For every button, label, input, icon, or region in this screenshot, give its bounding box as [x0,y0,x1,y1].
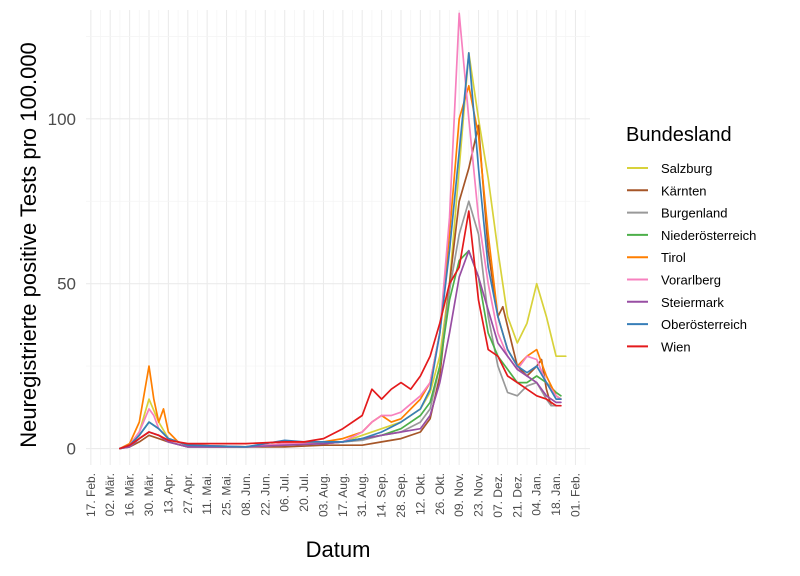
series-line-burgenland [119,200,557,450]
x-tick-label: 07. Dez. [491,473,505,518]
x-tick-label: 17. Aug. [336,473,350,517]
x-axis-title: Datum [306,537,371,562]
legend-label: Oberösterreich [661,317,747,332]
legend-label: Salzburg [661,161,712,176]
x-tick-label: 25. Mai. [220,473,234,516]
series-line-nieder-sterreich [119,249,562,450]
x-tick-label: 28. Sep. [394,473,408,518]
x-tick-label: 18. Jan. [549,473,563,516]
y-axis-ticks: 0 50 100 [48,110,76,459]
x-tick-label: 23. Nov. [472,473,486,517]
x-tick-label: 08. Jun. [239,473,253,516]
x-tick-label: 02. Mär. [103,473,117,516]
x-tick-label: 12. Okt. [413,473,427,515]
x-tick-label: 22. Jun. [258,473,272,516]
x-tick-label: 11. Mai. [200,473,214,515]
x-tick-label: 01. Feb. [568,473,582,517]
x-axis-ticks: 17. Feb. 02. Mär. 16. Mär. 30. Mär. 13. Apr.… [84,473,583,518]
x-tick-label: 17. Feb. [84,473,98,517]
x-tick-label: 26. Okt. [433,473,447,515]
legend-label: Kärnten [661,183,707,198]
y-tick-label: 0 [67,440,76,459]
x-tick-label: 13. Apr. [161,473,175,514]
x-tick-label: 16. Mär. [123,473,137,516]
legend-label: Tirol [661,250,686,265]
x-tick-label: 06. Jul. [278,473,292,512]
legend-label: Wien [661,339,691,354]
legend-label: Vorarlberg [661,273,721,288]
y-tick-label: 50 [57,275,76,294]
series-line-tirol [119,84,562,450]
x-tick-label: 09. Nov. [452,473,466,517]
series-line-ober-sterreich [119,52,562,450]
legend-title: Bundesland [626,124,732,146]
legend-label: Steiermark [661,295,724,310]
grid [86,10,590,465]
series-line-steiermark [119,249,562,450]
x-tick-label: 04. Jan. [530,473,544,516]
legend-label: Niederösterreich [661,228,756,243]
x-tick-label: 27. Apr. [181,473,195,514]
x-tick-label: 31. Aug. [355,473,369,517]
series-line-k-rnten [119,124,557,450]
x-tick-label: 14. Sep. [375,473,389,518]
x-tick-label: 03. Aug. [316,473,330,517]
x-tick-label: 20. Jul. [297,473,311,512]
series-line-wien [119,210,562,450]
series-lines [119,12,567,450]
y-axis-title: Neuregistrierte positive Tests pro 100.0… [16,42,41,448]
y-tick-label: 100 [48,110,76,129]
legend: Bundesland Salzburg Kärnten Burgenland Nied… [626,124,756,354]
x-tick-label: 30. Mär. [142,473,156,516]
x-tick-label: 21. Dez. [510,473,524,518]
legend-label: Burgenland [661,206,728,221]
